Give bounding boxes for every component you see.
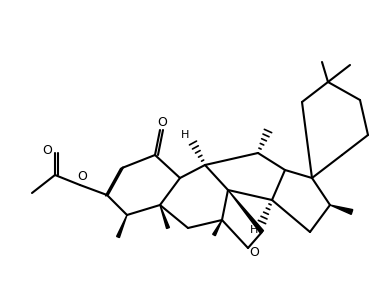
Text: H: H [250,225,258,235]
Text: O: O [42,144,52,157]
Polygon shape [160,205,169,228]
Text: O: O [77,169,87,182]
Polygon shape [117,215,127,237]
Polygon shape [213,220,222,236]
Polygon shape [228,190,264,233]
Text: O: O [249,246,259,259]
Polygon shape [330,205,353,214]
Text: O: O [157,116,167,129]
Text: H: H [181,130,189,140]
